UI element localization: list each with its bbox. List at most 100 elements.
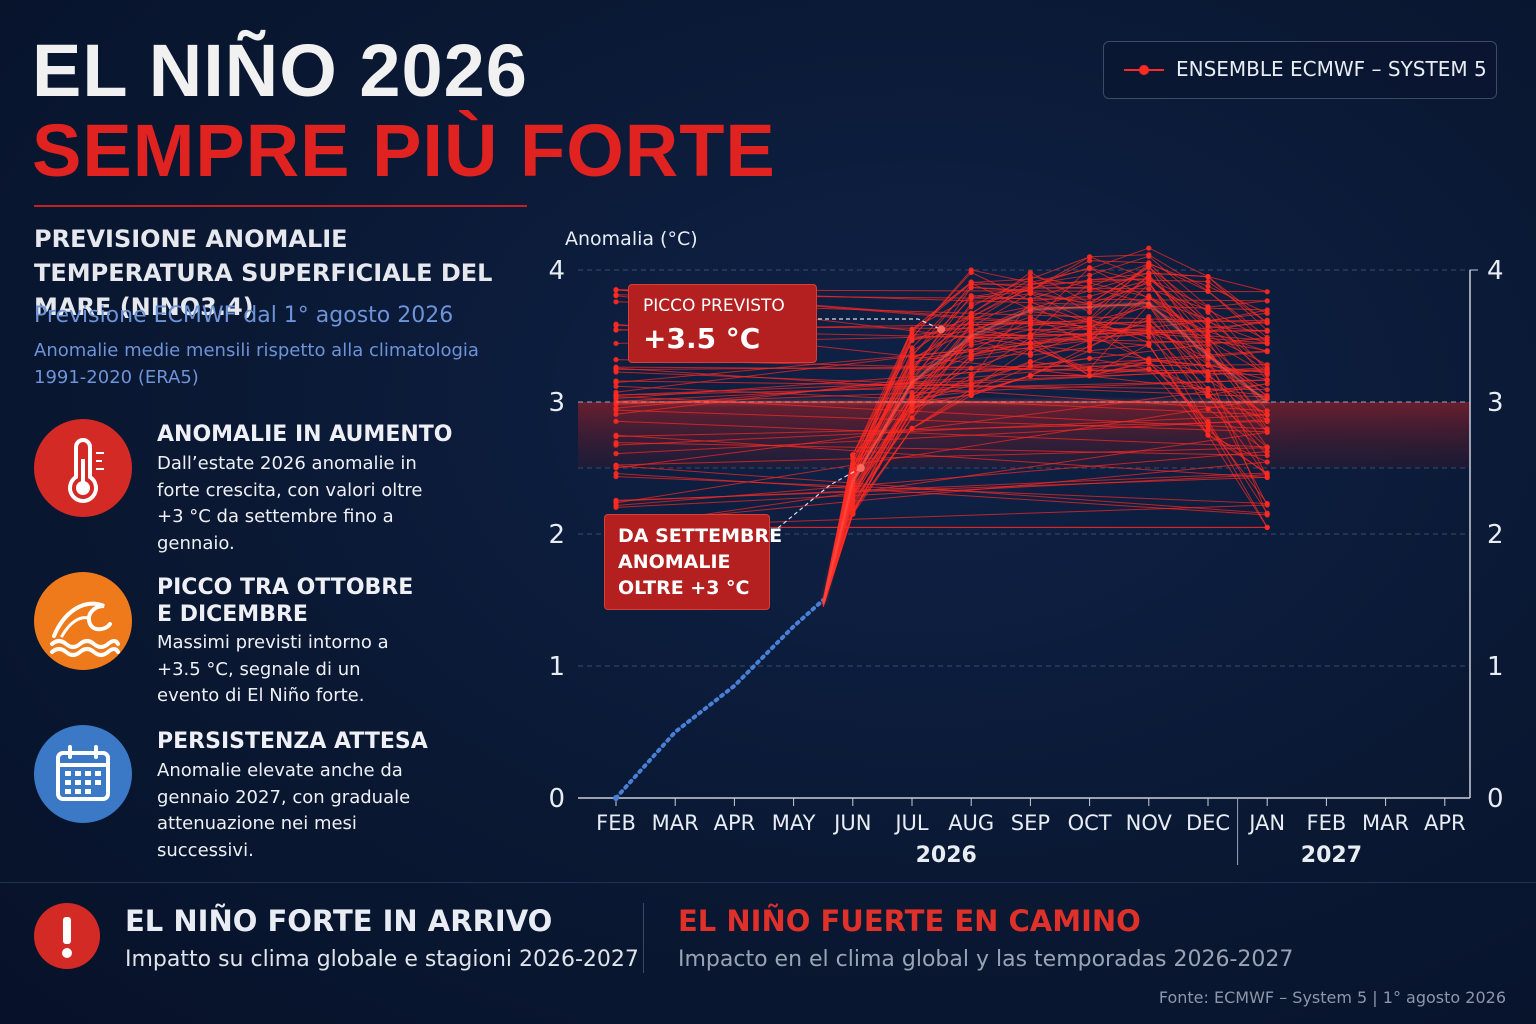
legend-line-marker (1124, 65, 1164, 75)
ensemble-point (1264, 310, 1270, 316)
ensemble-point (613, 369, 619, 375)
ensemble-member-line (615, 328, 1269, 604)
observed-start-point (613, 795, 619, 801)
ensemble-point (1264, 377, 1270, 383)
ensemble-point (1205, 347, 1211, 354)
ensemble-point (613, 451, 619, 457)
ensemble-member-line (615, 316, 1269, 606)
ensemble-point (1205, 328, 1211, 334)
ensemble-point (1027, 363, 1033, 369)
ensemble-point (968, 376, 974, 382)
ensemble-point (1027, 299, 1033, 305)
ensemble-member-line (615, 255, 1269, 601)
ensemble-member-line (615, 320, 1269, 605)
ensemble-point (1205, 278, 1211, 285)
ensemble-member-line (616, 362, 1269, 607)
x-tick-label: AUG (948, 811, 994, 835)
ensemble-point (1146, 330, 1152, 336)
september-annotation-line3: OLTRE +3 °C (618, 577, 750, 599)
feature-desc-picco: Massimi previsti intorno a +3.5 °C, segn… (157, 632, 389, 706)
ensemble-point (1205, 274, 1211, 280)
x-tick-label: NOV (1126, 811, 1173, 835)
ensemble-point (968, 314, 974, 320)
ensemble-point (613, 407, 619, 413)
ensemble-point (1205, 420, 1211, 426)
year-label: 2026 (916, 843, 977, 868)
ensemble-point (1205, 307, 1211, 313)
section-heading: PREVISIONE ANOMALIE TEMPERATURA SUPERFIC… (34, 225, 493, 321)
climatology-note: Anomalie medie mensili rispetto alla cli… (34, 340, 479, 388)
x-tick-label: OCT (1068, 811, 1112, 835)
ensemble-member-line (615, 318, 1269, 604)
feature-title-anomalie: ANOMALIE IN AUMENTO (157, 422, 453, 447)
x-tick-label: MAY (772, 811, 816, 835)
threshold-band (578, 402, 1470, 468)
ensemble-point (1087, 320, 1093, 326)
ensemble-point (850, 507, 856, 513)
ensemble-point (1027, 352, 1033, 358)
september-annotation-line1: DA SETTEMBRE (618, 525, 783, 547)
ensemble-point (968, 322, 974, 328)
ensemble-point (968, 392, 974, 398)
ensemble-point (1146, 286, 1152, 292)
ensemble-point (968, 380, 974, 386)
ensemble-point (613, 293, 619, 299)
x-tick-label: FEB (1307, 811, 1347, 835)
y-tick-label-right: 3 (1487, 388, 1504, 418)
ensemble-point (1146, 245, 1152, 251)
ensemble-point (968, 372, 974, 378)
alert-icon (34, 903, 100, 969)
x-tick-label: JAN (1247, 811, 1285, 835)
ensemble-point (968, 342, 974, 348)
ensemble-point (1264, 320, 1270, 326)
ensemble-point (968, 279, 974, 285)
ensemble-point (613, 299, 619, 305)
ensemble-point (1027, 269, 1033, 276)
ensemble-member-line (615, 263, 1270, 604)
ensemble-point (1146, 278, 1152, 284)
ensemble-point (1146, 340, 1152, 346)
ensemble-point (1027, 373, 1033, 379)
ensemble-member-line (615, 271, 1269, 604)
ensemble-member-line (615, 304, 1269, 604)
ensemble-point (1087, 367, 1093, 373)
x-tick-label: APR (1424, 811, 1466, 835)
calendar-icon (34, 725, 132, 823)
footer-title-es: EL NIÑO FUERTE EN CAMINO (678, 904, 1141, 938)
y-tick-label-left: 3 (548, 388, 565, 418)
ensemble-point (1264, 408, 1270, 414)
ensemble-point (1264, 449, 1270, 455)
y-tick-label-right: 0 (1487, 784, 1504, 814)
y-tick-label-right: 4 (1487, 256, 1504, 286)
ensemble-point (968, 351, 974, 358)
x-tick-label: SEP (1011, 811, 1050, 835)
ensemble-point (1264, 370, 1270, 376)
ensemble-point (968, 365, 974, 371)
ensemble-member-line (615, 342, 1269, 607)
september-annotation: DA SETTEMBRE ANOMALIE OLTRE +3 °C (604, 514, 782, 610)
source-credit: Fonte: ECMWF – System 5 | 1° agosto 2026 (1158, 988, 1506, 1007)
page-subtitle-red: SEMPRE PIÙ FORTE (32, 109, 776, 192)
ensemble-point (1087, 335, 1093, 341)
wave-icon (34, 572, 132, 670)
ensemble-point (968, 304, 974, 310)
ensemble-member-line (615, 357, 1269, 606)
ensemble-point (1264, 459, 1270, 465)
ensemble-point (1264, 349, 1270, 355)
ensemble-point (968, 329, 974, 335)
ensemble-point (1264, 452, 1270, 459)
ensemble-point (909, 368, 915, 374)
ensemble-point (1027, 273, 1033, 280)
ensemble-point (1146, 366, 1152, 372)
ensemble-point (909, 337, 915, 343)
ensemble-point (909, 345, 915, 351)
ensemble-member-line (615, 330, 1269, 604)
footer-subtitle-it: Impatto su clima globale e stagioni 2026… (125, 947, 639, 972)
ensemble-point (613, 418, 619, 424)
ensemble-member-line (615, 332, 1269, 605)
ensemble-point (613, 323, 619, 329)
y-tick-label-left: 1 (548, 652, 565, 682)
ensemble-point (1264, 334, 1270, 341)
footer-divider (0, 882, 1536, 883)
year-label: 2027 (1301, 843, 1362, 868)
